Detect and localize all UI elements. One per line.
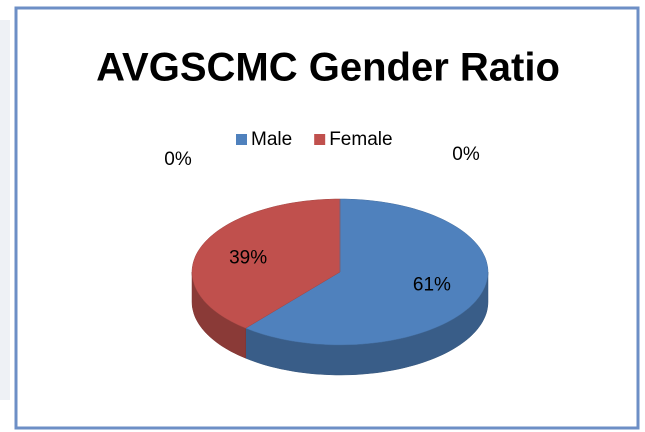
data-label: 0% (452, 144, 480, 165)
side-strip (0, 20, 10, 400)
pie-slice (191, 198, 341, 329)
legend-swatch (236, 134, 247, 145)
data-label: 39% (229, 247, 267, 268)
chart-title: AVGSCMC Gender Ratio (96, 46, 560, 90)
legend-swatch (314, 134, 326, 145)
data-label: 0% (164, 149, 192, 170)
pie-slice (245, 198, 489, 346)
legend-label: Female (329, 129, 392, 150)
legend-label: Male (251, 129, 292, 150)
data-label: 61% (413, 275, 451, 296)
